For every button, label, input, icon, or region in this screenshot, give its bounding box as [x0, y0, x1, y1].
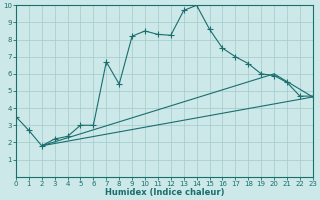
X-axis label: Humidex (Indice chaleur): Humidex (Indice chaleur) [105, 188, 224, 197]
